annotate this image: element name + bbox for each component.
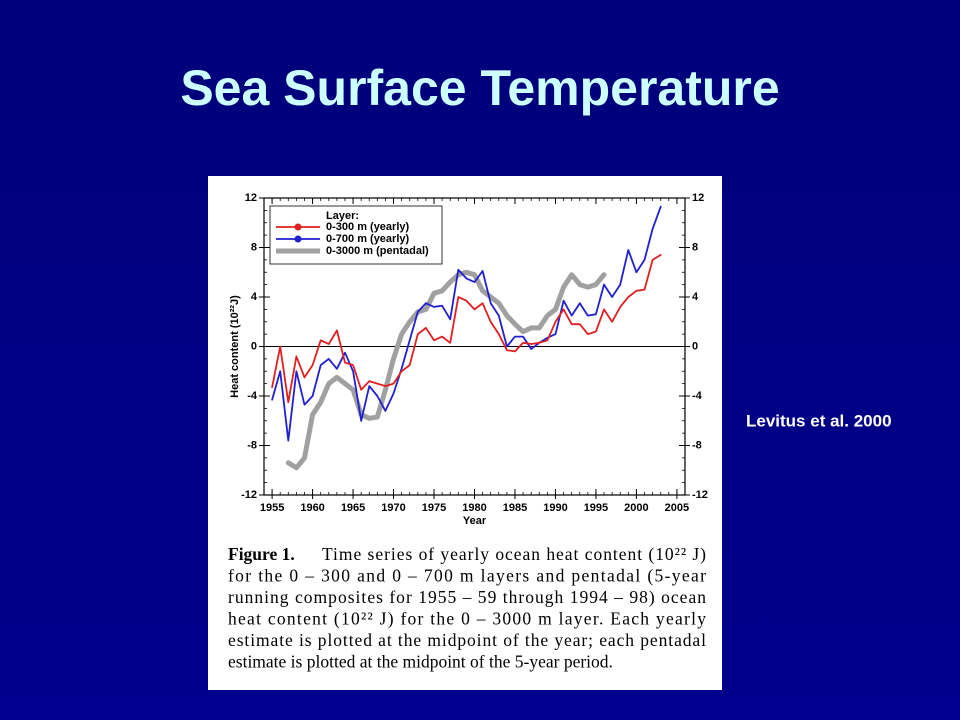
x-tick-label: 1960	[300, 502, 324, 514]
y-axis-label: Heat content (10²²J)	[229, 295, 241, 398]
y2-tick-label: 4	[692, 291, 699, 303]
legend-title: Layer:	[326, 210, 359, 222]
slide-title: Sea Surface Temperature	[180, 60, 779, 116]
y-tick-label: 0	[251, 340, 257, 352]
x-tick-label: 1970	[381, 502, 405, 514]
caption-line: heat content (10²² J) for the 0 – 3000 m…	[228, 609, 706, 629]
x-axis-label: Year	[463, 515, 487, 527]
x-tick-label: 1990	[543, 502, 567, 514]
y2-tick-label: 0	[692, 340, 698, 352]
caption-line: for the 0 – 300 and 0 – 700 m layers and…	[228, 566, 706, 586]
y-tick-label: 4	[251, 291, 258, 303]
x-tick-label: 1985	[503, 502, 527, 514]
caption-line: estimate is plotted at the midpoint of t…	[228, 630, 706, 650]
x-tick-label: 2005	[665, 502, 689, 514]
x-tick-label: 1995	[584, 502, 608, 514]
legend-label: 0-3000 m (pentadal)	[326, 245, 429, 257]
y2-tick-label: -4	[692, 390, 703, 402]
caption-line: estimate is plotted at the midpoint of t…	[228, 652, 613, 672]
y-tick-label: 8	[251, 241, 257, 253]
x-tick-label: 1980	[462, 502, 486, 514]
y-tick-label: -4	[247, 390, 258, 402]
legend-box	[269, 205, 443, 265]
y2-tick-label: 12	[692, 192, 704, 204]
caption-line: Time series of yearly ocean heat content…	[322, 544, 706, 564]
y2-tick-label: -8	[692, 439, 702, 451]
y-tick-label: -8	[247, 439, 257, 451]
x-tick-label: 1965	[341, 502, 365, 514]
y-tick-label: -12	[241, 489, 257, 501]
x-tick-label: 2000	[624, 502, 648, 514]
plot-frame	[263, 197, 686, 496]
y2-tick-label: 8	[692, 241, 698, 253]
series-line	[271, 254, 662, 404]
legend-label: 0-300 m (yearly)	[326, 221, 409, 233]
y2-tick-label: -12	[692, 489, 708, 501]
x-tick-label: 1955	[260, 502, 284, 514]
legend-label: 0-700 m (yearly)	[326, 233, 409, 245]
series-line	[271, 205, 662, 442]
caption-line: running composites for 1955 – 59 through…	[228, 587, 706, 607]
caption-label: Figure 1.	[228, 544, 295, 564]
annotation: Levitus et al. 2000	[746, 411, 892, 430]
series-line	[285, 269, 607, 471]
legend-marker	[294, 235, 302, 243]
y-tick-label: 12	[245, 192, 257, 204]
x-tick-label: 1975	[422, 502, 446, 514]
legend-marker	[294, 223, 302, 231]
